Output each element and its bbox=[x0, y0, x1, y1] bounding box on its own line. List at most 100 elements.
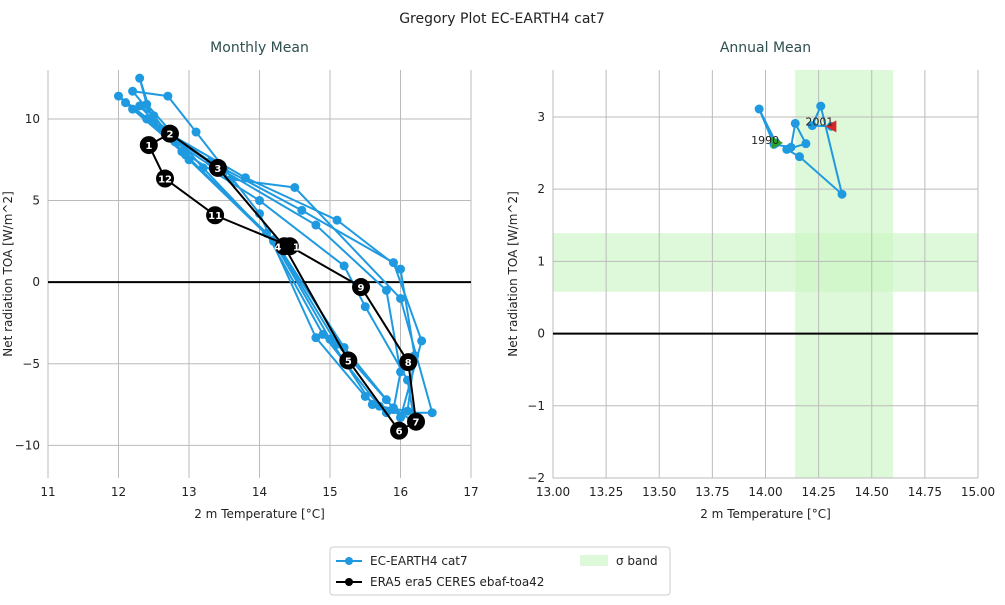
obs-point bbox=[280, 237, 299, 256]
model-point bbox=[121, 98, 131, 108]
legend-band-swatch bbox=[580, 555, 608, 566]
legend: EC-EARTH4 cat7 ERA5 era5 CERES ebaf-toa4… bbox=[329, 546, 671, 596]
annual-point bbox=[807, 121, 817, 131]
obs-point bbox=[139, 136, 158, 155]
model-point bbox=[427, 408, 437, 418]
obs-point bbox=[160, 124, 179, 143]
y-tick-label: −5 bbox=[22, 357, 40, 371]
obs-point bbox=[407, 412, 426, 431]
model-point bbox=[360, 391, 370, 401]
obs-month-label: 10 bbox=[293, 242, 307, 253]
y-axis-label: Net radiation TOA [W/m^2] bbox=[506, 191, 520, 357]
model-point bbox=[114, 91, 123, 101]
y-tick-label: 0 bbox=[537, 327, 545, 341]
subplot-title: Annual Mean bbox=[720, 40, 811, 56]
model-point bbox=[191, 127, 201, 137]
end-marker bbox=[825, 120, 837, 133]
obs-month-label: 3 bbox=[214, 164, 221, 175]
model-point bbox=[381, 285, 391, 295]
annual-point bbox=[801, 139, 811, 149]
model-point bbox=[135, 73, 145, 83]
x-tick-label: 12 bbox=[111, 485, 126, 499]
obs-point bbox=[206, 206, 225, 225]
x-tick-label: 13.25 bbox=[589, 485, 623, 499]
obs-point bbox=[390, 421, 409, 440]
subplot-title: Monthly Mean bbox=[210, 40, 309, 56]
obs-month-label: 4 bbox=[274, 242, 281, 253]
x-tick-label: 11 bbox=[40, 485, 55, 499]
obs-month-label: 1 bbox=[145, 141, 152, 152]
y-axis-label: Net radiation TOA [W/m^2] bbox=[1, 191, 15, 357]
annual-point bbox=[795, 152, 804, 162]
x-tick-label: 13.50 bbox=[642, 485, 676, 499]
model-point bbox=[128, 86, 138, 96]
model-point bbox=[396, 264, 405, 274]
y-tick-label: 2 bbox=[537, 182, 545, 196]
end-year-label: 2001 bbox=[805, 115, 833, 128]
obs-point bbox=[352, 278, 371, 297]
model-point bbox=[360, 302, 370, 312]
y-tick-label: −1 bbox=[527, 399, 545, 413]
x-tick-label: 14.75 bbox=[908, 485, 942, 499]
model-point bbox=[367, 400, 377, 410]
obs-month-label: 11 bbox=[208, 211, 222, 222]
model-point bbox=[417, 336, 427, 346]
model-point bbox=[332, 215, 342, 225]
annual-point bbox=[816, 101, 826, 111]
figure-title: Gregory Plot EC-EARTH4 cat7 bbox=[399, 11, 605, 27]
obs-month-label: 8 bbox=[405, 358, 412, 369]
x-tick-label: 14.00 bbox=[748, 485, 782, 499]
legend-model-marker bbox=[345, 557, 353, 565]
model-point bbox=[318, 329, 328, 339]
obs-point bbox=[156, 169, 175, 188]
x-axis-label: 2 m Temperature [°C] bbox=[700, 507, 831, 521]
model-point bbox=[255, 196, 264, 206]
model-point bbox=[339, 261, 349, 271]
obs-point bbox=[399, 353, 418, 372]
x-tick-label: 14.25 bbox=[801, 485, 835, 499]
model-point bbox=[290, 183, 300, 193]
y-tick-label: −2 bbox=[527, 471, 545, 485]
start-year-label: 1990 bbox=[751, 134, 779, 147]
x-tick-label: 14.50 bbox=[855, 485, 889, 499]
annual-point bbox=[782, 144, 792, 154]
y-tick-label: 3 bbox=[537, 110, 545, 124]
x-tick-label: 13 bbox=[181, 485, 196, 499]
y-tick-label: 10 bbox=[25, 112, 40, 126]
x-tick-label: 15 bbox=[322, 485, 337, 499]
x-tick-label: 16 bbox=[393, 485, 408, 499]
legend-model-label: EC-EARTH4 cat7 bbox=[370, 554, 468, 568]
x-tick-label: 13.00 bbox=[536, 485, 570, 499]
obs-month-label: 12 bbox=[158, 175, 172, 186]
legend-obs-marker bbox=[345, 578, 353, 586]
model-point bbox=[396, 367, 405, 377]
annual-point bbox=[837, 189, 847, 199]
annual-point bbox=[790, 118, 800, 128]
x-tick-label: 17 bbox=[463, 485, 478, 499]
x-tick-label: 13.75 bbox=[695, 485, 729, 499]
x-tick-label: 14 bbox=[252, 485, 267, 499]
start-marker bbox=[772, 136, 784, 149]
obs-month-label: 2 bbox=[166, 130, 173, 141]
model-point bbox=[311, 220, 321, 230]
model-point bbox=[396, 293, 405, 303]
model-point bbox=[142, 114, 152, 124]
x-tick-label: 15.00 bbox=[961, 485, 995, 499]
obs-point bbox=[339, 351, 358, 370]
model-point bbox=[311, 333, 321, 343]
model-point bbox=[388, 403, 398, 413]
model-point bbox=[177, 147, 187, 157]
obs-month-label: 7 bbox=[413, 418, 420, 429]
y-tick-label: 0 bbox=[32, 275, 40, 289]
y-tick-label: 1 bbox=[537, 254, 545, 268]
y-tick-label: 5 bbox=[32, 194, 40, 208]
obs-month-label: 9 bbox=[358, 283, 365, 294]
model-point bbox=[163, 91, 173, 101]
annual-point bbox=[754, 104, 764, 114]
model-cycle-line bbox=[124, 101, 416, 425]
obs-month-label: 5 bbox=[345, 356, 352, 367]
legend-band-label: σ band bbox=[616, 554, 658, 568]
x-axis-label: 2 m Temperature [°C] bbox=[194, 507, 325, 521]
